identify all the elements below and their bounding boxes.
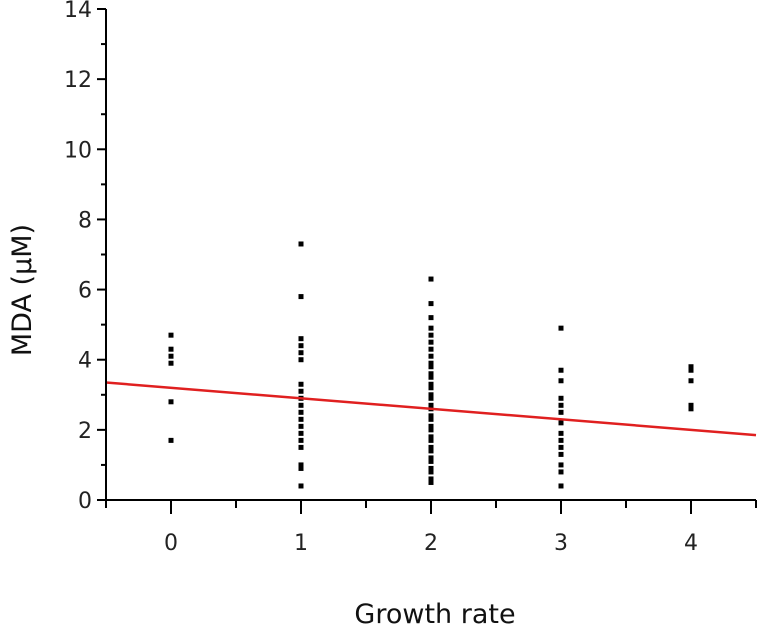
scatter-point: [428, 423, 434, 429]
scatter-point: [298, 462, 304, 468]
x-axis-label: Growth rate: [354, 599, 515, 630]
scatter-point: [428, 325, 434, 331]
scatter-point: [558, 409, 564, 415]
scatter-point: [688, 378, 694, 384]
scatter-point: [428, 416, 434, 422]
scatter-point: [298, 294, 304, 300]
scatter-point: [168, 332, 174, 338]
scatter-point: [688, 364, 694, 370]
scatter-point: [298, 241, 304, 247]
scatter-point: [688, 367, 694, 373]
y-tick-label: 14: [64, 0, 92, 23]
x-tick-label: 0: [164, 531, 178, 556]
scatter-point: [428, 301, 434, 307]
regression-line-layer: [105, 381, 757, 437]
scatter-point: [558, 395, 564, 401]
scatter-point: [428, 346, 434, 352]
scatter-point: [298, 483, 304, 489]
x-tick-label: 4: [684, 531, 698, 556]
y-tick-label: 10: [64, 138, 92, 163]
scatter-point: [558, 451, 564, 457]
y-axis-label: MDA (μM): [7, 224, 38, 356]
scatter-point: [298, 444, 304, 450]
scatter-point: [558, 420, 564, 426]
scatter-point: [168, 399, 174, 405]
scatter-point: [168, 360, 174, 366]
scatter-point: [428, 476, 434, 482]
scatter-point: [428, 381, 434, 387]
y-tick-label: 8: [78, 208, 92, 233]
scatter-point: [428, 402, 434, 408]
scatter-point: [298, 388, 304, 394]
scatter-point: [558, 462, 564, 468]
scatter-point: [168, 353, 174, 359]
scatter-point: [428, 479, 434, 485]
scatter-point: [298, 409, 304, 415]
scatter-point: [298, 465, 304, 471]
scatter-point: [428, 444, 434, 450]
scatter-point: [428, 413, 434, 419]
scatter-point: [298, 357, 304, 363]
scatter-point: [298, 350, 304, 356]
scatter-point: [428, 364, 434, 370]
y-tick-label: 2: [78, 419, 92, 444]
scatter-point: [428, 458, 434, 464]
scatter-point: [558, 469, 564, 475]
scatter-point: [428, 427, 434, 433]
scatter-point: [298, 437, 304, 443]
scatter-point: [428, 360, 434, 366]
scatter-point: [428, 315, 434, 321]
scatter-point: [558, 430, 564, 436]
scatter-point: [168, 437, 174, 443]
scatter-point: [428, 469, 434, 475]
x-tick-label: 3: [554, 531, 568, 556]
scatter-point: [558, 402, 564, 408]
scatter-point: [558, 325, 564, 331]
scatter-point: [298, 402, 304, 408]
scatter-point: [428, 455, 434, 461]
scatter-point: [298, 423, 304, 429]
scatter-point: [428, 385, 434, 391]
scatter-point: [428, 395, 434, 401]
y-tick-label: 4: [78, 349, 92, 374]
regression-line: [105, 381, 757, 437]
scatter-point: [558, 367, 564, 373]
scatter-point: [428, 434, 434, 440]
scatter-point: [428, 371, 434, 377]
scatter-point: [688, 402, 694, 408]
scatter-point: [428, 339, 434, 345]
scatter-point: [558, 437, 564, 443]
scatter-point: [558, 378, 564, 384]
scatter-point: [428, 465, 434, 471]
y-tick-label: 12: [64, 68, 92, 93]
scatter-point: [428, 374, 434, 380]
y-tick-label: 0: [78, 489, 92, 514]
y-tick-label: 6: [78, 279, 92, 304]
scatter-point: [428, 353, 434, 359]
scatter-point: [558, 483, 564, 489]
scatter-point: [298, 416, 304, 422]
scatter-point: [298, 343, 304, 349]
scatter-point: [168, 346, 174, 352]
scatter-point: [428, 332, 434, 338]
scatter-point: [428, 448, 434, 454]
x-tick-label: 2: [424, 531, 438, 556]
scatter-point: [298, 430, 304, 436]
scatter-point: [428, 437, 434, 443]
scatter-point: [298, 336, 304, 342]
scatter-point: [428, 276, 434, 282]
x-tick-label: 1: [294, 531, 308, 556]
scatter-point: [428, 392, 434, 398]
scatter-point: [558, 444, 564, 450]
data-points: [168, 241, 694, 489]
scatter-point: [688, 406, 694, 412]
scatter-point: [298, 381, 304, 387]
